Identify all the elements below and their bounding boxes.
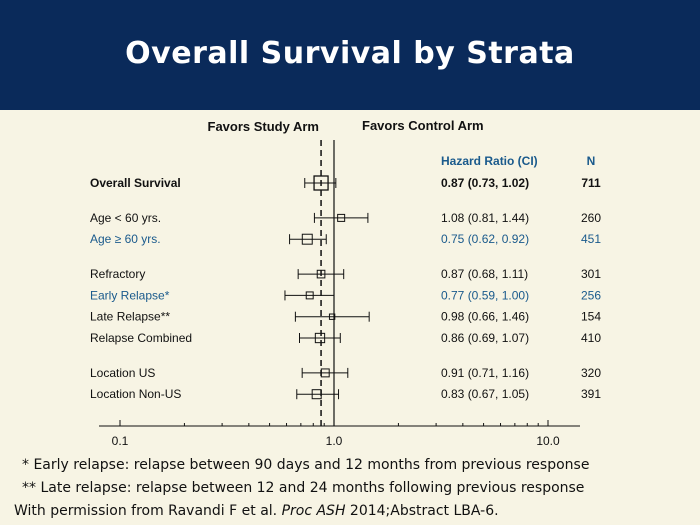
row-n-value: 256: [581, 288, 601, 302]
point-estimate-square: [301, 233, 313, 245]
point-estimate-square: [313, 175, 329, 191]
hazard-ratio-column-header: Hazard Ratio (CI): [441, 154, 538, 168]
row-hazard-ratio-text: 0.75 (0.62, 0.92): [441, 232, 529, 246]
row-n-value: 451: [581, 232, 601, 246]
x-tick-label: 10.0: [536, 434, 560, 448]
point-estimate-square: [328, 313, 336, 320]
footnote-early-relapse: * Early relapse: relapse between 90 days…: [22, 457, 589, 473]
row-label: Age ≥ 60 yrs.: [90, 232, 161, 246]
row-n-value: 320: [581, 366, 601, 380]
source-citation: With permission from Ravandi F et al. Pr…: [14, 503, 499, 519]
row-label: Early Relapse*: [90, 288, 170, 302]
footnote-marker: **: [22, 480, 36, 496]
row-n-value: 711: [581, 176, 601, 190]
footnote-late-relapse: ** Late relapse: relapse between 12 and …: [22, 480, 584, 496]
row-hazard-ratio-text: 1.08 (0.81, 1.44): [441, 211, 529, 225]
row-label: Location Non-US: [90, 387, 181, 401]
row-hazard-ratio-text: 0.91 (0.71, 1.16): [441, 366, 529, 380]
row-label: Overall Survival: [90, 176, 181, 190]
row-hazard-ratio-text: 0.87 (0.73, 1.02): [441, 176, 529, 190]
slide-title: Overall Survival by Strata: [125, 36, 575, 71]
x-tick-label: 0.1: [112, 434, 129, 448]
source-journal: Proc ASH: [281, 503, 346, 519]
point-estimate-square: [311, 389, 322, 400]
row-n-value: 301: [581, 267, 601, 281]
n-column-header: N: [587, 154, 596, 168]
row-hazard-ratio-text: 0.86 (0.69, 1.07): [441, 331, 529, 345]
x-tick-label: 1.0: [326, 434, 343, 448]
row-label: Refractory: [90, 267, 145, 281]
favors-control-arm-label: Favors Control Arm: [362, 118, 484, 133]
row-label: Location US: [90, 366, 155, 380]
point-estimate-square: [314, 332, 326, 344]
row-n-value: 260: [581, 211, 601, 225]
forest-plot: Favors Study Arm Favors Control Arm Hazard…: [90, 118, 601, 448]
row-hazard-ratio-text: 0.87 (0.68, 1.11): [441, 267, 528, 281]
row-n-value: 391: [581, 387, 601, 401]
point-estimate-square: [337, 213, 346, 222]
row-hazard-ratio-text: 0.83 (0.67, 1.05): [441, 387, 529, 401]
point-estimate-square: [316, 269, 326, 279]
point-estimate-square: [305, 291, 314, 300]
row-n-value: 154: [581, 310, 601, 324]
footnote-text: Late relapse: relapse between 12 and 24 …: [40, 480, 585, 496]
favors-study-arm-label: Favors Study Arm: [208, 119, 320, 134]
source-rest: 2014;Abstract LBA-6.: [345, 503, 499, 519]
row-hazard-ratio-text: 0.77 (0.59, 1.00): [441, 288, 529, 302]
source-text: With permission from Ravandi F et al.: [14, 503, 278, 519]
row-label: Relapse Combined: [90, 331, 192, 345]
footnote-text: Early relapse: relapse between 90 days a…: [33, 457, 590, 473]
row-n-value: 410: [581, 331, 601, 345]
row-hazard-ratio-text: 0.98 (0.66, 1.46): [441, 310, 529, 324]
title-banner: Overall Survival by Strata: [0, 0, 700, 110]
row-label: Late Relapse**: [90, 310, 170, 324]
point-estimate-square: [320, 368, 330, 378]
footnote-marker: *: [22, 457, 29, 473]
row-label: Age < 60 yrs.: [90, 211, 161, 225]
